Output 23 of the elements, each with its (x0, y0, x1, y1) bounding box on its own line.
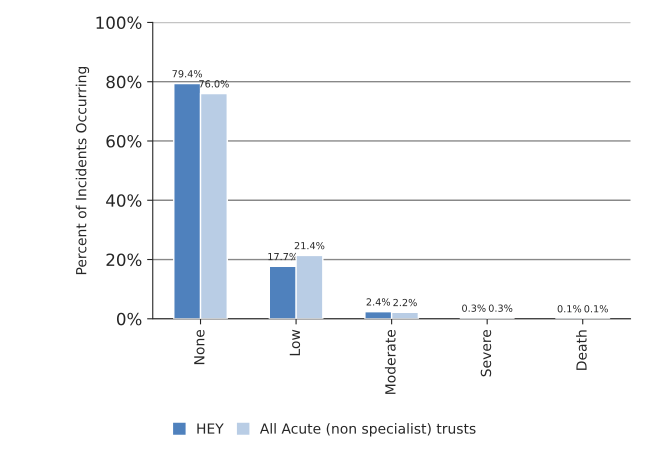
x-tick-label: Death (576, 330, 587, 370)
y-tick-label: 60% (106, 134, 142, 148)
y-axis-title: Percent of Incidents Occurring (76, 66, 90, 274)
y-tick-label: 100% (96, 16, 142, 30)
data-label: 79.4% (172, 70, 202, 78)
x-tick-label: Moderate (384, 330, 396, 394)
y-tick-label: 20% (106, 253, 142, 266)
legend-label: HEY (197, 423, 224, 434)
x-tick-label: Low (290, 330, 300, 356)
data-label: 2.2% (393, 298, 417, 306)
data-label: 0.3% (462, 304, 486, 312)
data-label: 2.4% (366, 298, 390, 306)
y-tick-label: 40% (106, 194, 142, 207)
x-tick-label: Severe (480, 330, 492, 376)
x-tick-label: None (194, 330, 205, 364)
data-label: 0.1% (558, 305, 582, 312)
data-label: 0.3% (488, 304, 512, 312)
y-tick-label: 80% (106, 76, 142, 88)
legend-label: All Acute (non specialist) trusts (260, 423, 476, 436)
data-label: 21.4% (294, 242, 324, 250)
y-tick-label: 0% (116, 312, 142, 326)
data-label: 0.1% (584, 305, 608, 312)
data-label: 76.0% (199, 80, 229, 88)
